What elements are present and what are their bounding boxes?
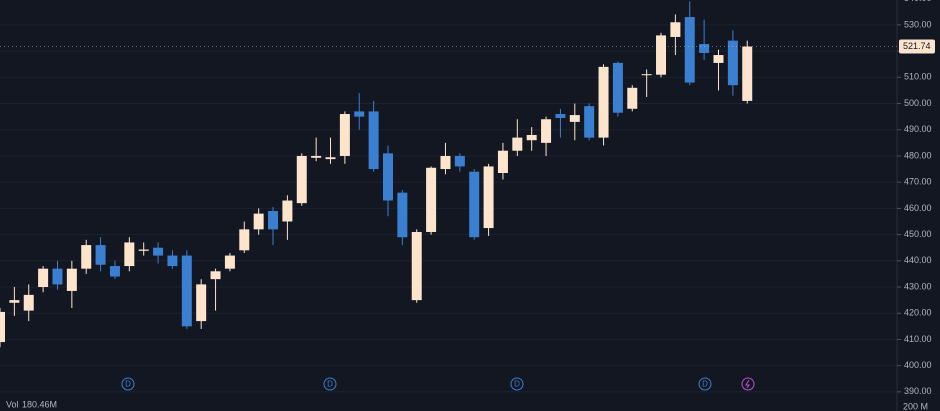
y-tick-label: 540.00 [904, 0, 932, 3]
candle-body [641, 74, 652, 76]
candle-body [339, 114, 350, 156]
candle-body [52, 268, 63, 285]
candle-body [354, 111, 365, 117]
candle-body [196, 284, 207, 322]
candle-body [9, 300, 20, 303]
candle-body [138, 249, 149, 251]
candle-body [426, 167, 437, 232]
candle-body [713, 55, 724, 63]
candle-body [153, 247, 164, 256]
y-tick-label: 530.00 [904, 19, 932, 29]
candle-body [95, 245, 106, 265]
y-tick-label: 420.00 [904, 308, 932, 318]
y-tick-label: 470.00 [904, 177, 932, 187]
candle-body [66, 268, 77, 291]
event-marker [510, 377, 524, 391]
candle-body [167, 255, 178, 267]
event-label: D [125, 380, 131, 389]
candle-body [325, 157, 336, 160]
event-marker [698, 377, 712, 391]
y-tick-label: 480.00 [904, 150, 932, 160]
candle-body [670, 22, 681, 37]
candle-body [382, 153, 393, 201]
candle-body [282, 200, 293, 222]
candle-body [541, 119, 552, 143]
candle-body [512, 137, 523, 151]
candle-body [569, 115, 580, 122]
candle-body [497, 150, 508, 173]
candle-body [253, 213, 264, 230]
event-label: D [514, 380, 520, 389]
y-tick-label: 460.00 [904, 203, 932, 213]
y-tick-label: 400.00 [904, 360, 932, 370]
candle-body [627, 87, 638, 109]
candle-body [311, 155, 322, 158]
y-tick-label: 450.00 [904, 229, 932, 239]
candle-body [224, 255, 235, 269]
event-marker [323, 377, 337, 391]
y-tick-label: 500.00 [904, 98, 932, 108]
candle-body [699, 44, 710, 53]
candle-body [411, 231, 422, 301]
candle-body [268, 211, 279, 230]
candle-body [612, 62, 623, 113]
candle-body [397, 192, 408, 238]
candle-body [584, 106, 595, 138]
candle-body [81, 245, 92, 269]
candle-body [469, 171, 480, 238]
event-label: D [702, 380, 708, 389]
candle-body [454, 155, 465, 167]
candle-body [210, 271, 221, 280]
volume-value: 180.46M [22, 399, 57, 409]
event-label: D [327, 380, 333, 389]
candle-body [727, 40, 738, 86]
volume-label: Vol [6, 399, 19, 409]
candle-body [296, 155, 307, 204]
candle-body [526, 134, 537, 141]
earnings-marker [741, 377, 755, 391]
volume-axis-label: 200 M [903, 401, 928, 411]
candle-body [38, 268, 49, 288]
y-tick-label: 410.00 [904, 334, 932, 344]
candle-body [0, 311, 5, 343]
y-tick-label: 440.00 [904, 255, 932, 265]
event-marker [121, 377, 135, 391]
candle-body [124, 242, 135, 267]
candle-body [656, 35, 667, 75]
candle-body [742, 46, 753, 101]
candle-body [440, 155, 451, 170]
earnings-icon [745, 379, 750, 389]
last-price-label: 521.74 [903, 41, 931, 51]
candle-body [483, 166, 494, 229]
candle-body [181, 255, 192, 327]
candle-body [23, 294, 34, 311]
candle-body [598, 66, 609, 138]
candle-body [109, 266, 120, 277]
candle-body [555, 114, 566, 118]
candle-body [684, 17, 695, 83]
y-tick-label: 490.00 [904, 124, 932, 134]
candle-body [239, 229, 250, 251]
y-tick-label: 510.00 [904, 72, 932, 82]
last-price-box [899, 39, 935, 54]
candle-body [368, 111, 379, 170]
y-tick-label: 430.00 [904, 281, 932, 291]
y-tick-label: 390.00 [904, 386, 932, 396]
